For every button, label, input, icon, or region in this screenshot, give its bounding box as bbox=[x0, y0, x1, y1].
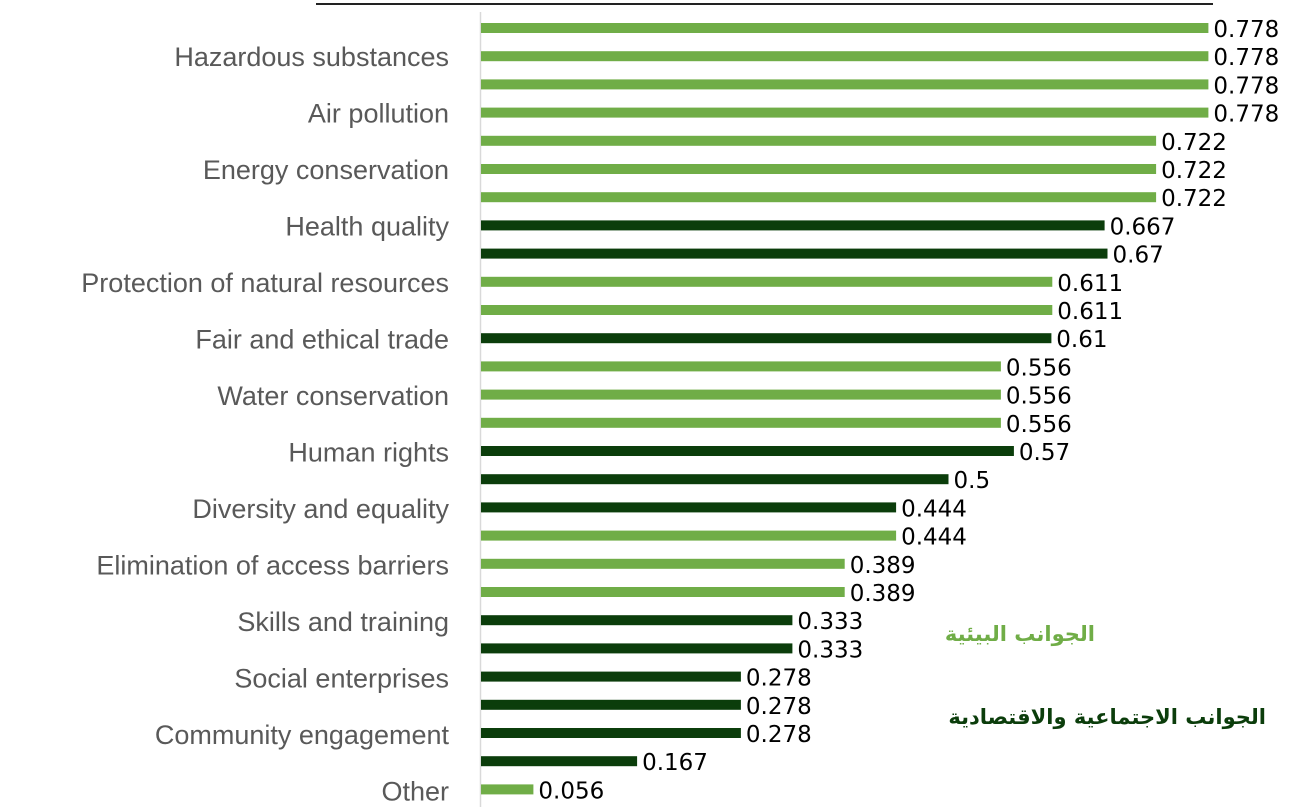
category-label-1: Hazardous substances bbox=[174, 42, 449, 72]
legend-entry-socioeconomic: الجوانب الاجتماعية والاقتصادية bbox=[948, 705, 1266, 729]
bar-13 bbox=[481, 361, 1001, 372]
value-label-16: 0.57 bbox=[1019, 440, 1070, 466]
value-label-11: 0.611 bbox=[1057, 299, 1123, 325]
bar-27 bbox=[481, 756, 638, 767]
bar-18 bbox=[481, 502, 897, 513]
value-label-21: 0.389 bbox=[850, 581, 916, 607]
bar-21 bbox=[481, 587, 845, 597]
value-label-9: 0.67 bbox=[1113, 243, 1164, 269]
bar-5 bbox=[481, 135, 1157, 146]
value-label-10: 0.611 bbox=[1057, 271, 1123, 297]
value-label-27: 0.167 bbox=[642, 750, 708, 776]
value-label-12: 0.61 bbox=[1056, 327, 1107, 353]
value-label-4: 0.778 bbox=[1213, 102, 1279, 128]
bar-11 bbox=[481, 305, 1053, 315]
category-label-11: Skills and training bbox=[237, 607, 449, 637]
bar-23 bbox=[481, 643, 793, 654]
bar-17 bbox=[481, 474, 949, 485]
bar-2 bbox=[481, 51, 1209, 62]
value-label-2: 0.778 bbox=[1213, 45, 1279, 71]
category-label-13: Community engagement bbox=[155, 720, 450, 750]
bar-26 bbox=[481, 728, 741, 738]
legend-entry-environmental: الجوانب البيئية bbox=[945, 622, 1095, 646]
category-label-3: Energy conservation bbox=[203, 155, 449, 185]
value-label-7: 0.722 bbox=[1161, 186, 1227, 212]
bar-3 bbox=[481, 79, 1209, 90]
value-label-18: 0.444 bbox=[901, 496, 967, 522]
value-label-5: 0.722 bbox=[1161, 130, 1227, 156]
bar-1 bbox=[481, 23, 1209, 33]
category-labels: Hazardous substances Air pollution Energy … bbox=[81, 42, 449, 807]
bar-19 bbox=[481, 530, 897, 541]
bar-22 bbox=[481, 615, 793, 626]
bars-group bbox=[481, 23, 1209, 795]
value-label-26: 0.278 bbox=[746, 722, 812, 748]
value-label-3: 0.778 bbox=[1213, 73, 1279, 99]
value-label-22: 0.333 bbox=[797, 609, 863, 635]
bar-25 bbox=[481, 699, 741, 710]
category-label-2: Air pollution bbox=[308, 99, 449, 129]
bar-4 bbox=[481, 107, 1209, 118]
legend: الجوانب البيئية الجوانب الاجتماعية والاق… bbox=[945, 622, 1266, 729]
bar-7 bbox=[481, 192, 1157, 203]
value-label-20: 0.389 bbox=[850, 553, 916, 579]
value-label-1: 0.778 bbox=[1213, 17, 1279, 43]
category-label-6: Fair and ethical trade bbox=[195, 325, 449, 355]
category-label-10: Elimination of access barriers bbox=[96, 551, 449, 581]
bar-6 bbox=[481, 164, 1157, 174]
category-label-5: Protection of natural resources bbox=[81, 268, 449, 298]
category-label-4: Health quality bbox=[285, 212, 449, 242]
bar-12 bbox=[481, 333, 1052, 344]
value-label-24: 0.278 bbox=[746, 666, 812, 692]
bar-8 bbox=[481, 220, 1105, 231]
bar-15 bbox=[481, 417, 1001, 428]
value-label-14: 0.556 bbox=[1006, 384, 1072, 410]
category-label-14: Other bbox=[381, 777, 449, 807]
category-label-8: Human rights bbox=[288, 438, 449, 468]
bar-9 bbox=[481, 248, 1108, 259]
bar-10 bbox=[481, 276, 1053, 287]
value-label-13: 0.556 bbox=[1006, 355, 1072, 381]
bar-14 bbox=[481, 389, 1001, 400]
category-label-9: Diversity and equality bbox=[192, 494, 449, 524]
category-label-7: Water conservation bbox=[217, 381, 449, 411]
bar-24 bbox=[481, 671, 741, 682]
value-label-28: 0.056 bbox=[538, 778, 604, 804]
bar-16 bbox=[481, 446, 1014, 456]
value-label-6: 0.722 bbox=[1161, 158, 1227, 184]
value-label-15: 0.556 bbox=[1006, 412, 1072, 438]
value-labels: 0.7780.7780.7780.7780.7220.7220.7220.667… bbox=[538, 17, 1279, 804]
value-label-8: 0.667 bbox=[1110, 214, 1176, 240]
bar-28 bbox=[481, 784, 534, 795]
category-label-12: Social enterprises bbox=[234, 664, 449, 694]
value-label-23: 0.333 bbox=[797, 637, 863, 663]
bar-20 bbox=[481, 558, 845, 569]
value-label-25: 0.278 bbox=[746, 694, 812, 720]
value-label-17: 0.5 bbox=[954, 468, 991, 494]
value-label-19: 0.444 bbox=[901, 525, 967, 551]
